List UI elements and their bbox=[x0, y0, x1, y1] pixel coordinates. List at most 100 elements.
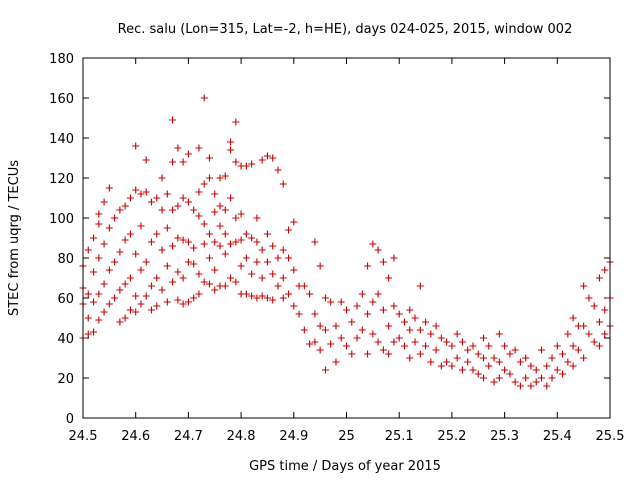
data-point bbox=[263, 258, 271, 266]
data-point bbox=[169, 242, 177, 250]
x-tick-label: 24.9 bbox=[279, 429, 308, 444]
data-point bbox=[184, 198, 192, 206]
data-point bbox=[385, 274, 393, 282]
data-point bbox=[316, 262, 324, 270]
y-tick-label: 80 bbox=[57, 252, 74, 267]
data-point bbox=[464, 358, 472, 366]
data-point bbox=[153, 230, 161, 238]
data-point bbox=[348, 318, 356, 326]
data-point bbox=[311, 310, 319, 318]
data-point bbox=[216, 174, 224, 182]
data-point bbox=[184, 238, 192, 246]
data-point bbox=[590, 338, 598, 346]
data-point bbox=[464, 346, 472, 354]
data-point bbox=[227, 146, 235, 154]
data-point bbox=[343, 342, 350, 350]
data-point bbox=[601, 306, 609, 314]
data-point bbox=[105, 224, 113, 232]
data-point bbox=[248, 234, 256, 242]
data-point bbox=[358, 326, 366, 334]
y-tick-label: 20 bbox=[57, 372, 74, 387]
data-point bbox=[158, 246, 166, 254]
data-point bbox=[469, 342, 477, 350]
data-point bbox=[374, 338, 382, 346]
data-point bbox=[369, 330, 377, 338]
data-point bbox=[200, 220, 208, 228]
data-point bbox=[406, 354, 414, 362]
data-point bbox=[121, 202, 129, 210]
data-point bbox=[532, 366, 540, 374]
data-point bbox=[184, 298, 192, 306]
data-point bbox=[95, 210, 103, 218]
data-point bbox=[116, 248, 124, 256]
data-point bbox=[205, 254, 213, 262]
data-point bbox=[379, 258, 387, 266]
data-point bbox=[269, 154, 277, 162]
chart-title: Rec. salu (Lon=315, Lat=-2, h=HE), days … bbox=[118, 22, 573, 37]
data-point bbox=[453, 330, 461, 338]
data-point bbox=[179, 158, 187, 166]
data-point bbox=[374, 246, 382, 254]
data-point bbox=[137, 300, 145, 308]
data-point bbox=[221, 282, 229, 290]
data-point bbox=[90, 328, 98, 336]
data-point bbox=[290, 266, 298, 274]
data-point bbox=[590, 302, 598, 310]
data-point bbox=[443, 358, 451, 366]
data-point bbox=[269, 296, 277, 304]
data-point bbox=[548, 354, 556, 362]
data-point bbox=[242, 254, 250, 262]
data-point bbox=[116, 286, 124, 294]
data-point bbox=[190, 294, 198, 302]
data-point bbox=[585, 294, 593, 302]
data-point bbox=[158, 286, 166, 294]
data-point bbox=[205, 154, 213, 162]
data-point bbox=[121, 280, 129, 288]
data-point bbox=[279, 274, 287, 282]
data-point bbox=[269, 242, 277, 250]
data-point bbox=[100, 198, 108, 206]
data-point bbox=[84, 314, 92, 322]
data-point bbox=[190, 260, 198, 268]
data-point bbox=[427, 358, 435, 366]
data-point bbox=[369, 240, 377, 248]
data-point bbox=[501, 366, 509, 374]
data-point bbox=[279, 180, 287, 188]
data-point bbox=[174, 268, 182, 276]
data-point bbox=[121, 236, 129, 244]
data-point bbox=[205, 280, 213, 288]
data-point bbox=[516, 382, 524, 390]
data-point bbox=[216, 222, 224, 230]
data-point bbox=[422, 342, 430, 350]
data-point bbox=[543, 362, 551, 370]
data-point bbox=[511, 378, 519, 386]
x-tick-label: 25.2 bbox=[437, 429, 466, 444]
data-point bbox=[248, 270, 256, 278]
data-point bbox=[559, 350, 567, 358]
data-point bbox=[285, 226, 293, 234]
data-point bbox=[111, 214, 119, 222]
data-point bbox=[105, 266, 113, 274]
data-point bbox=[221, 230, 229, 238]
data-point bbox=[263, 152, 271, 160]
data-point bbox=[411, 338, 419, 346]
data-point bbox=[184, 150, 192, 158]
data-point bbox=[411, 314, 419, 322]
data-point bbox=[84, 330, 92, 338]
data-point bbox=[516, 358, 524, 366]
data-point bbox=[242, 162, 250, 170]
data-point bbox=[548, 374, 556, 382]
data-points bbox=[79, 94, 614, 390]
data-point bbox=[327, 298, 335, 306]
data-point bbox=[248, 160, 256, 168]
x-tick-label: 24.6 bbox=[121, 429, 150, 444]
data-point bbox=[279, 246, 287, 254]
data-point bbox=[432, 346, 440, 354]
data-point bbox=[90, 268, 98, 276]
data-point bbox=[263, 294, 271, 302]
data-point bbox=[406, 306, 414, 314]
data-point bbox=[163, 262, 171, 270]
data-point bbox=[569, 342, 577, 350]
data-point bbox=[379, 306, 387, 314]
data-point bbox=[495, 358, 503, 366]
